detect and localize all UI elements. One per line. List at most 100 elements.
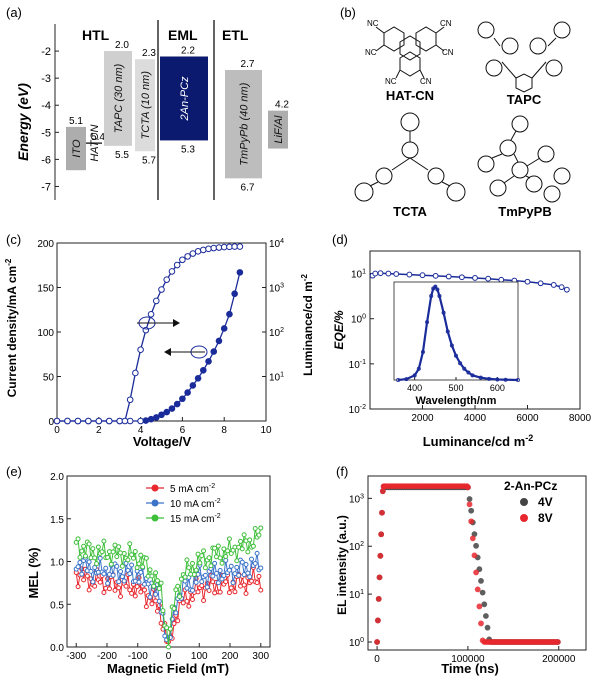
level-top-label: 5.1 (69, 116, 83, 127)
panel-f-title: 2-An-PCz (504, 479, 557, 493)
mel-point (254, 550, 260, 556)
x-tick-label: 2000 (411, 413, 434, 424)
panel-c-ylabel-right: Luminance/cd m-2 (300, 274, 315, 376)
mel-point (97, 579, 103, 585)
mel-point (138, 569, 144, 575)
panel-e-ylabel: MEL (%) (26, 547, 41, 598)
luminance-point (200, 246, 207, 254)
svg-text:NC: NC (367, 19, 379, 28)
y-tick-label: 150 (37, 284, 54, 295)
mel-point (237, 538, 243, 544)
mel-point (143, 555, 149, 561)
el-spectrum-point (478, 375, 483, 380)
layer-bar (135, 59, 155, 152)
mel-point (129, 590, 135, 596)
mel-point (153, 570, 159, 576)
luminance-point (215, 244, 223, 251)
eqe-point (524, 278, 531, 285)
mel-point (106, 586, 112, 592)
mel-point (92, 555, 98, 561)
y-tick-label: 103 (349, 493, 364, 505)
mel-point (201, 548, 207, 554)
mel-point (239, 546, 245, 552)
mel-point (178, 576, 184, 582)
mel-point (121, 551, 127, 557)
arrow-left-head (164, 348, 171, 356)
el-spectrum-point (449, 343, 454, 348)
el-spectrum-point (470, 373, 475, 378)
mel-point (75, 564, 81, 570)
luminance-point (95, 417, 103, 425)
eqe-point (558, 284, 565, 291)
legend-label: 8V (538, 511, 553, 525)
transient-point-8v (476, 603, 483, 610)
mel-point (226, 590, 232, 596)
el-spectrum-point (441, 310, 446, 315)
transient-point-8v (554, 639, 561, 645)
mel-point (121, 578, 127, 584)
mol-name-tmpypb: TmPyPB (498, 204, 551, 219)
eqe-point (419, 272, 426, 279)
luminance-point (205, 245, 212, 253)
mel-point (81, 543, 87, 549)
luminance-point (132, 369, 139, 377)
mel-point (221, 546, 227, 552)
mel-point (77, 559, 83, 565)
legend-label: 15 mA cm-2 (170, 513, 221, 525)
current-density-point (152, 414, 160, 421)
panel-f-xlabel: Time (ns) (441, 661, 499, 676)
mel-point (127, 571, 133, 577)
tmpypb-structure (477, 115, 571, 203)
transient-point-8v (478, 620, 484, 627)
hatcn-structure (375, 26, 445, 79)
inset-x-tick-label: 400 (407, 383, 422, 393)
y2-tick-label: 101 (269, 372, 284, 384)
mel-point (217, 589, 223, 595)
panel-c-xlabel: Voltage/V (133, 434, 192, 449)
mol-name-tcta: TCTA (393, 204, 427, 219)
panel-a-axes: -2 -3 -4 -5 -6 -7 (41, 20, 215, 200)
eml-header: EML (168, 27, 198, 43)
x-tick-label: -200 (97, 651, 117, 662)
layer-name: LiF/Al (273, 115, 285, 144)
mel-point (171, 605, 177, 611)
mel-point (92, 583, 98, 589)
mel-point (127, 541, 133, 547)
x-tick-label: 2 (96, 425, 102, 436)
mel-point (206, 555, 212, 561)
current-density-point (215, 337, 223, 345)
el-spectrum-point (503, 377, 508, 382)
x-tick-label: 8000 (569, 413, 592, 424)
mel-point (79, 548, 85, 554)
layer-name: TAPC (30 nm) (113, 63, 125, 133)
y-tick-label: 2.0 (50, 472, 64, 483)
current-density-point (205, 358, 212, 365)
energy-tick-label: -4 (41, 100, 51, 112)
layer-bar-lifal (268, 110, 288, 149)
layer-name: TmPyPb (40 nm) (239, 82, 251, 165)
luminance-point (105, 417, 113, 425)
mel-point (82, 553, 88, 559)
mel-point (114, 554, 120, 560)
inset-xlabel: Wavelength/nm (416, 395, 497, 407)
mel-point (114, 563, 120, 569)
transient-point-4v (466, 496, 473, 502)
mel-point (125, 557, 131, 563)
eqe-point (445, 273, 452, 280)
mel-point (239, 559, 245, 565)
energy-tick-label: -7 (41, 181, 51, 193)
x-tick-label: 100 (191, 651, 208, 662)
mel-point (88, 568, 94, 574)
energy-tick-label: -6 (41, 154, 51, 166)
mel-point (256, 573, 262, 579)
energy-tick-label: -2 (41, 46, 51, 58)
mel-point (195, 589, 201, 595)
current-density-line (57, 272, 241, 422)
luminance-point (173, 261, 181, 269)
y-tick-label: 100 (349, 637, 364, 649)
luminance-point (147, 310, 155, 318)
mel-point (245, 549, 251, 555)
mel-point (166, 644, 171, 650)
